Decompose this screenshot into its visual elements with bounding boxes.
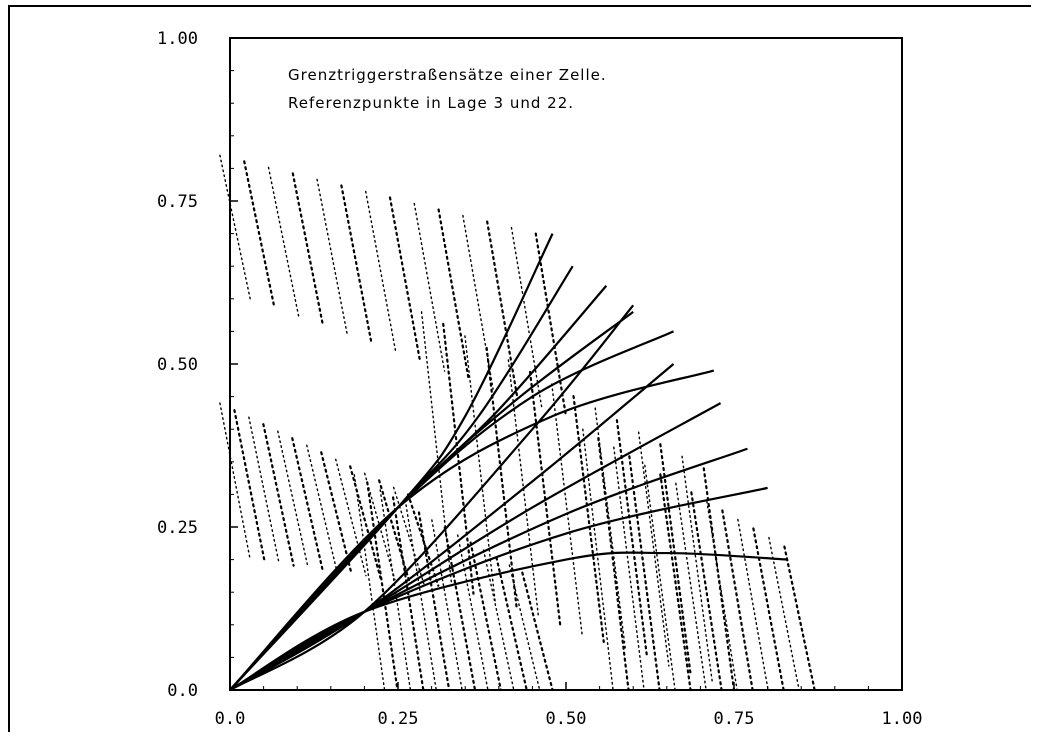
dotted-track <box>413 202 446 372</box>
trajectory-curve <box>229 304 635 691</box>
dotted-track <box>457 534 489 691</box>
dotted-track <box>613 446 645 691</box>
dotted-track <box>681 455 713 683</box>
y-tick-label: 1.00 <box>157 29 198 49</box>
trajectory-curve <box>229 551 788 691</box>
x-tick-label: 1.00 <box>882 709 923 729</box>
x-tick-label: 0.75 <box>714 709 755 729</box>
dotted-track <box>443 526 477 692</box>
dotted-track <box>291 437 324 571</box>
dotted-track <box>392 486 425 585</box>
dotted-track <box>243 160 276 309</box>
dotted-track <box>582 428 614 691</box>
dotted-track <box>706 500 738 691</box>
dotted-track <box>320 451 353 575</box>
dotted-track <box>768 536 800 691</box>
curve-layer <box>229 233 788 691</box>
dotted-track <box>219 154 251 300</box>
x-tick-label: 0.25 <box>378 709 419 729</box>
dotted-track <box>277 430 309 569</box>
trajectory-curve <box>229 265 574 691</box>
dotted-track <box>462 214 494 390</box>
x-tick-label: 0.0 <box>215 709 246 729</box>
dotted-track <box>551 383 583 635</box>
dotted-track <box>783 545 816 692</box>
y-tick-label: 0.0 <box>167 681 198 701</box>
dotted-track <box>637 431 670 667</box>
dotted-track <box>486 220 519 400</box>
dotted-track <box>248 416 280 565</box>
dotted-track <box>378 479 411 583</box>
dotted-track <box>366 481 399 692</box>
dotted-track <box>495 556 528 692</box>
dotted-field <box>219 154 816 692</box>
dotted-track <box>737 518 769 691</box>
dotted-track <box>594 407 627 651</box>
dotted-track <box>572 394 605 643</box>
y-tick-label: 0.50 <box>157 355 198 375</box>
dotted-track <box>752 527 785 692</box>
dotted-track <box>469 541 502 692</box>
dotted-track <box>420 311 453 587</box>
y-tick-label: 0.25 <box>157 518 198 538</box>
dotted-track <box>291 172 325 327</box>
dotted-track <box>335 458 367 577</box>
dotted-track <box>405 504 437 691</box>
figure-frame <box>8 5 1031 732</box>
dotted-track <box>267 166 300 318</box>
dotted-track <box>659 473 692 692</box>
dotted-track <box>353 474 386 691</box>
dotted-track <box>510 226 543 408</box>
plot-area <box>229 37 903 691</box>
dotted-track <box>391 496 425 692</box>
trajectory-curve <box>229 310 634 691</box>
dotted-track <box>316 178 349 336</box>
dotted-track <box>521 571 554 692</box>
y-tick-label: 0.75 <box>157 192 198 212</box>
trajectory-curve <box>229 330 674 691</box>
trajectory-curve <box>229 402 722 691</box>
dotted-track <box>597 437 630 692</box>
trajectory-curve <box>229 486 768 691</box>
annotation-line-2: Referenzpunkte in Lage 3 und 22. <box>288 94 574 112</box>
dotted-track <box>644 464 676 691</box>
x-tick-label: 0.50 <box>546 709 587 729</box>
dotted-track <box>364 190 397 354</box>
dotted-track <box>349 465 382 579</box>
dotted-track <box>659 443 692 676</box>
dotted-track <box>615 419 649 660</box>
dotted-track <box>721 509 754 692</box>
dotted-track <box>306 444 338 573</box>
dotted-track <box>388 196 422 364</box>
dotted-track <box>690 491 723 692</box>
dotted-track <box>417 511 451 692</box>
dotted-track <box>437 208 470 382</box>
dotted-track <box>675 482 707 691</box>
annotation-line-1: Grenztriggerstraßensätze einer Zelle. <box>288 66 607 84</box>
dotted-track <box>485 346 518 611</box>
dotted-track <box>482 549 515 691</box>
dotted-track <box>534 232 568 418</box>
dotted-track <box>628 455 661 692</box>
dotted-track <box>406 493 440 587</box>
dotted-track <box>464 335 496 603</box>
dotted-track <box>702 467 736 692</box>
dotted-track <box>233 409 266 563</box>
trajectory-curve <box>229 363 675 691</box>
trajectory-curve <box>229 369 715 691</box>
dotted-track <box>262 423 295 567</box>
dotted-track <box>431 519 463 691</box>
dotted-track <box>340 184 373 346</box>
axis-ticks: 0.0 0.0 0.25 0.25 0.50 0.50 0.75 0.75 1.00 1.00 <box>157 29 922 729</box>
dotted-track <box>219 402 251 561</box>
